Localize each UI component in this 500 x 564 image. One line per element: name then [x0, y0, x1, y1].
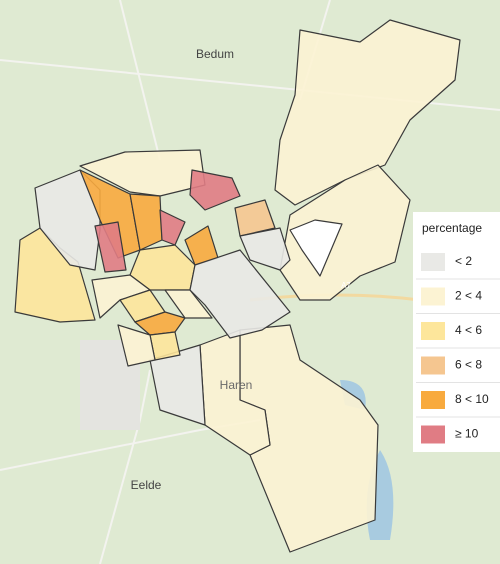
district	[149, 344, 206, 426]
place-label: Bedum	[196, 47, 234, 61]
road-label: A7	[341, 281, 351, 290]
road	[119, 0, 161, 161]
legend-swatch	[421, 356, 445, 375]
legend: percentage < 2 2 < 4 4 < 6 6 < 8 8 < 10 ≥ 10	[413, 212, 500, 452]
district	[279, 164, 411, 301]
district	[134, 311, 186, 336]
district	[274, 19, 461, 206]
legend-swatch	[421, 425, 445, 444]
district	[189, 169, 241, 211]
legend-label: ≥ 10	[455, 427, 479, 441]
place-label: Eelde	[131, 478, 162, 492]
legend-swatch	[421, 287, 445, 306]
legend-label: 2 < 4	[455, 289, 482, 303]
legend-title: percentage	[422, 221, 482, 235]
district	[117, 324, 156, 367]
legend-swatch	[421, 391, 445, 409]
district	[234, 199, 276, 237]
legend-label: 4 < 6	[455, 323, 482, 337]
district	[164, 289, 213, 319]
place-label: Haren	[220, 378, 253, 392]
district-hole	[289, 219, 343, 277]
legend-swatch	[421, 253, 445, 271]
district	[189, 249, 291, 339]
legend-label: 8 < 10	[455, 392, 489, 406]
district	[79, 169, 141, 259]
districts	[14, 19, 461, 553]
district	[239, 227, 291, 271]
legend-label: < 2	[455, 254, 472, 268]
district	[199, 329, 271, 456]
legend-label: 6 < 8	[455, 358, 482, 372]
legend-swatch	[421, 322, 445, 340]
district	[94, 221, 127, 273]
